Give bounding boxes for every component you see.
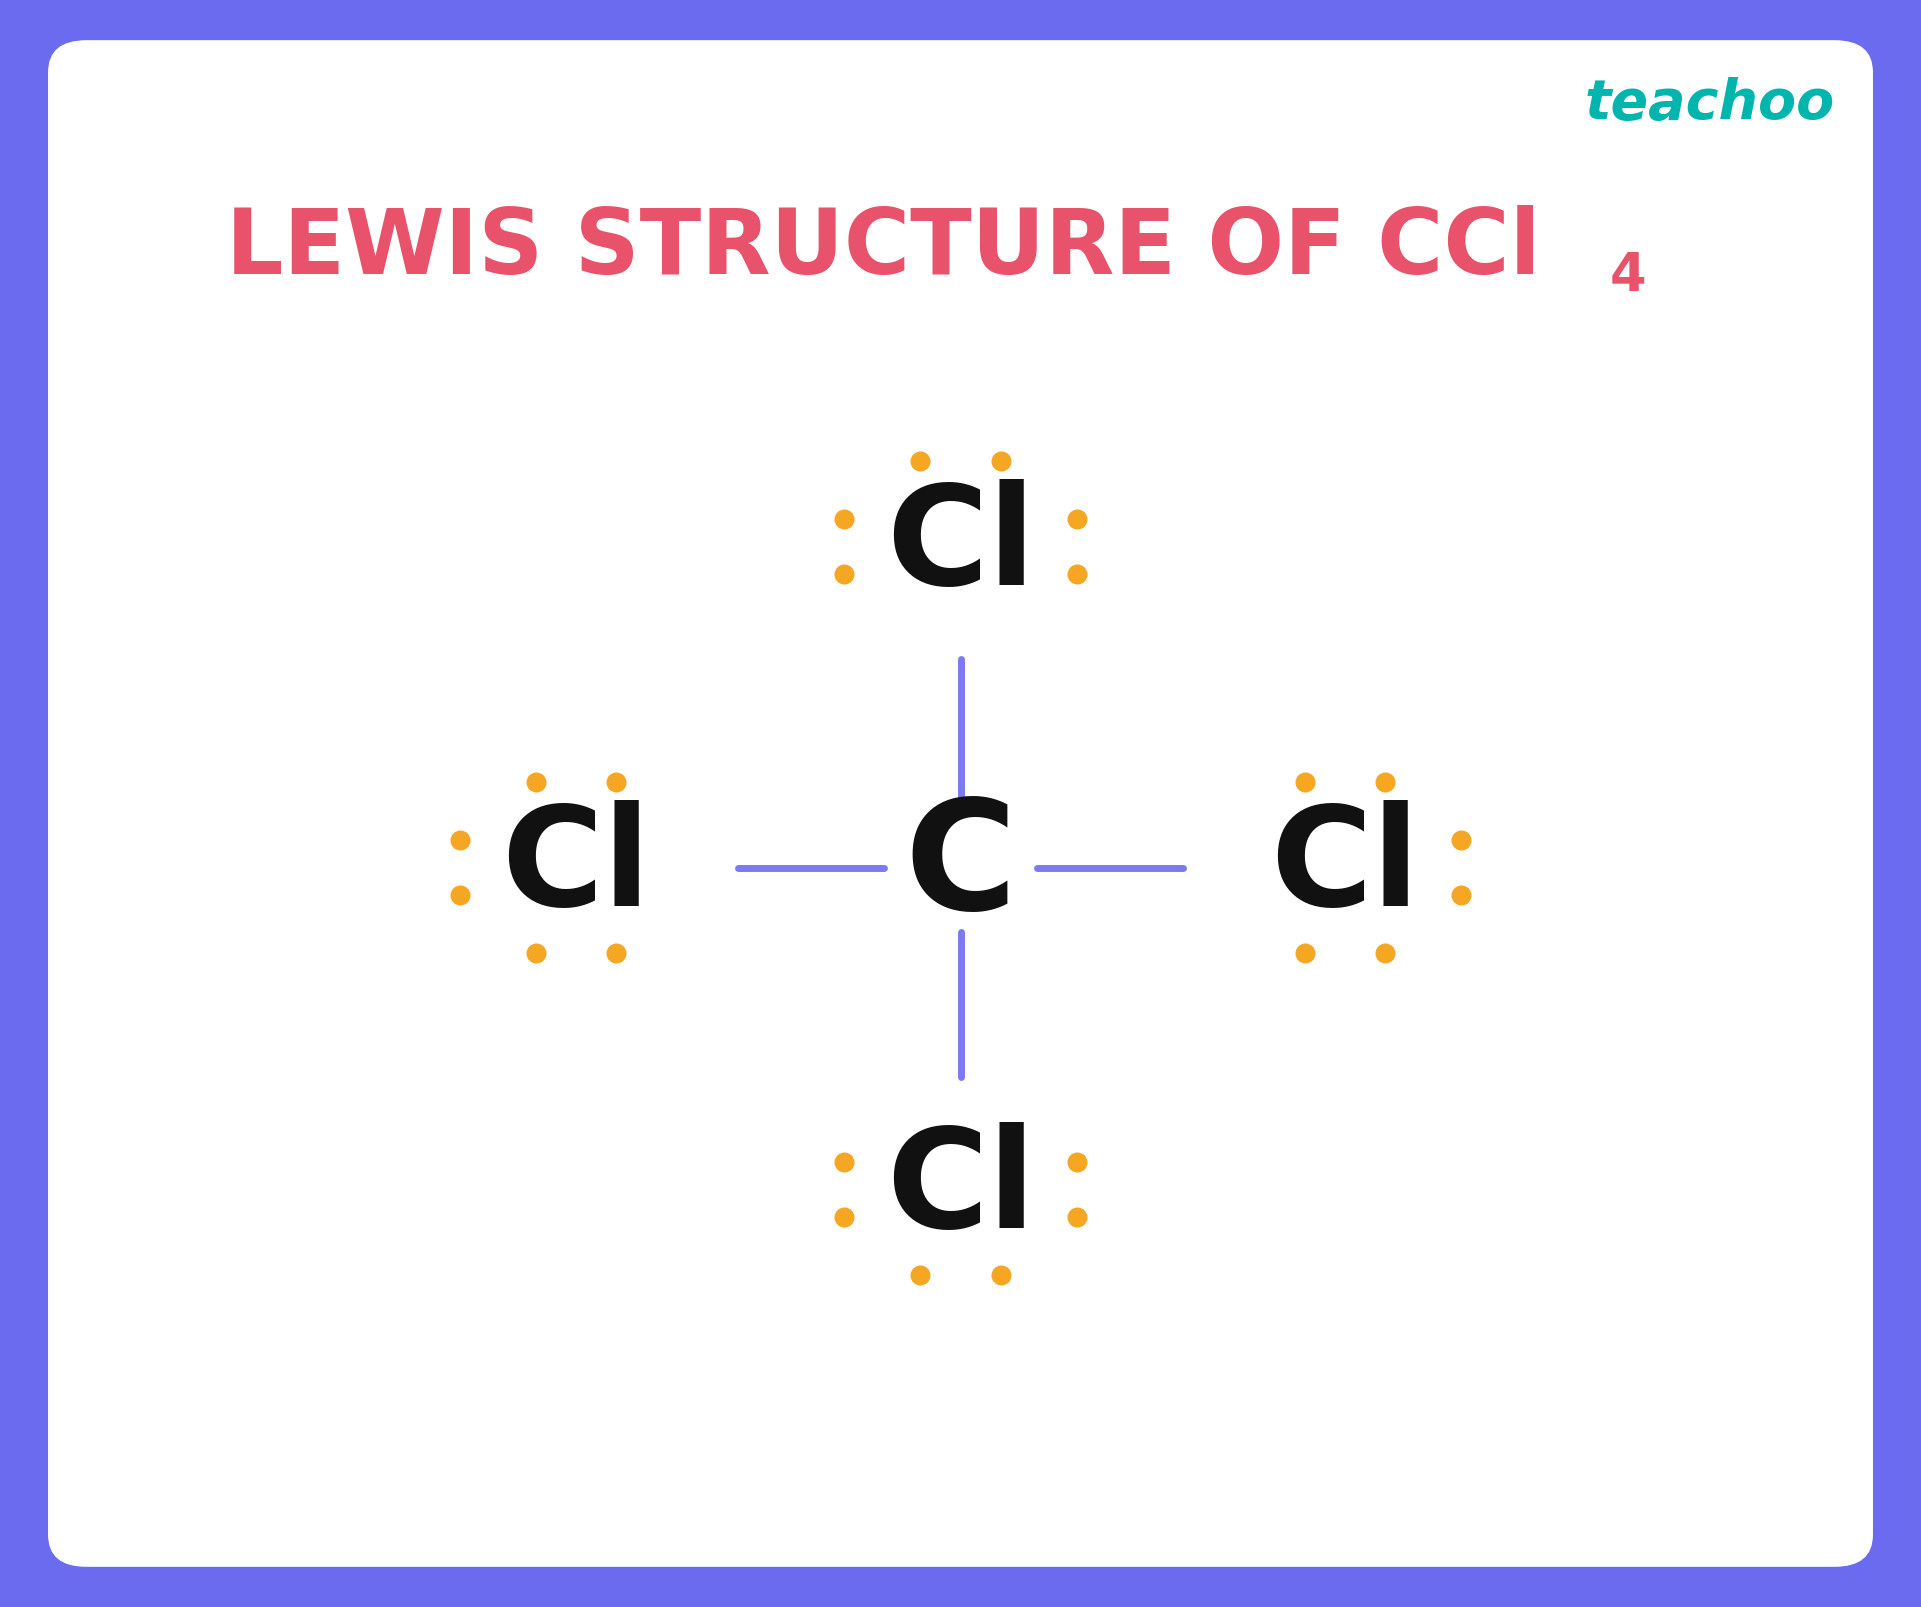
Text: LEWIS STRUCTURE OF CCl: LEWIS STRUCTURE OF CCl xyxy=(227,206,1541,292)
Point xyxy=(1447,882,1477,908)
Text: Cl: Cl xyxy=(886,1122,1035,1257)
Point xyxy=(1289,770,1320,795)
Text: Cl: Cl xyxy=(886,479,1035,614)
Point xyxy=(1062,506,1093,532)
Point xyxy=(828,1204,859,1229)
Point xyxy=(521,940,551,966)
Point xyxy=(828,506,859,532)
Point xyxy=(828,561,859,587)
Text: Cl: Cl xyxy=(1270,800,1420,935)
Point xyxy=(1370,940,1400,966)
Point xyxy=(1062,1149,1093,1175)
Point xyxy=(1370,770,1400,795)
Point xyxy=(985,448,1016,474)
Text: Cl: Cl xyxy=(501,800,651,935)
Point xyxy=(444,882,474,908)
FancyBboxPatch shape xyxy=(48,40,1873,1567)
Point xyxy=(601,940,632,966)
Point xyxy=(1289,940,1320,966)
Text: teachoo: teachoo xyxy=(1585,77,1835,132)
Point xyxy=(521,770,551,795)
Text: 4: 4 xyxy=(1610,251,1646,302)
Text: C: C xyxy=(905,794,1016,942)
Point xyxy=(1062,561,1093,587)
Point xyxy=(444,828,474,853)
Point xyxy=(985,1261,1016,1287)
Point xyxy=(905,448,936,474)
Point xyxy=(1062,1204,1093,1229)
Point xyxy=(828,1149,859,1175)
Point xyxy=(1447,828,1477,853)
Point xyxy=(601,770,632,795)
Point xyxy=(905,1261,936,1287)
